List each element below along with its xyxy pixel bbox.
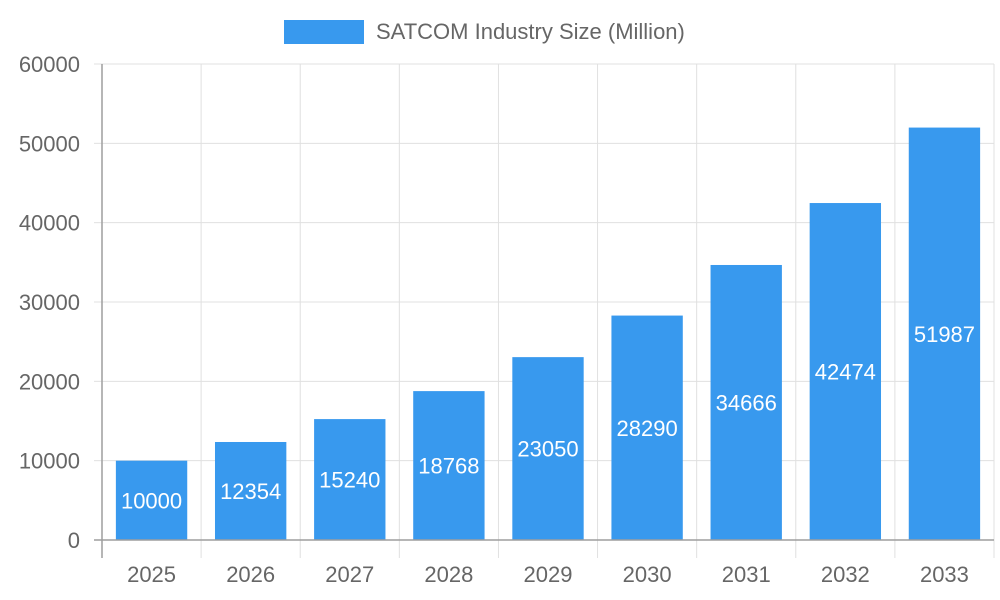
data-label-2032: 42474 <box>815 360 876 385</box>
x-tick-label-2031: 2031 <box>722 562 771 587</box>
data-label-2030: 28290 <box>617 416 678 441</box>
y-tick-label: 40000 <box>19 211 80 236</box>
data-label-2027: 15240 <box>319 468 380 493</box>
data-label-2031: 34666 <box>716 390 777 415</box>
y-tick-label: 60000 <box>19 52 80 77</box>
x-tick-label-2029: 2029 <box>524 562 573 587</box>
bar-2030[interactable] <box>611 315 683 540</box>
x-tick-label-2026: 2026 <box>226 562 275 587</box>
y-tick-label: 0 <box>68 528 80 553</box>
grid-layer <box>94 63 995 558</box>
x-tick-label-2030: 2030 <box>623 562 672 587</box>
y-tick-label: 30000 <box>19 290 80 315</box>
bars-layer <box>115 127 981 541</box>
y-tick-label: 20000 <box>19 369 80 394</box>
x-tick-label-2027: 2027 <box>325 562 374 587</box>
data-label-2028: 18768 <box>418 454 479 479</box>
data-label-2033: 51987 <box>914 322 975 347</box>
legend-swatch[interactable] <box>284 20 364 44</box>
x-tick-label-2025: 2025 <box>127 562 176 587</box>
bar-2031[interactable] <box>710 264 782 540</box>
y-tick-label: 50000 <box>19 131 80 156</box>
bar-2032[interactable] <box>809 203 882 540</box>
data-label-2026: 12354 <box>220 479 281 504</box>
x-tick-label-2032: 2032 <box>821 562 870 587</box>
x-tick-label-2033: 2033 <box>920 562 969 587</box>
bar-2025[interactable] <box>115 460 188 540</box>
data-label-2025: 10000 <box>121 488 182 513</box>
x-tick-label-2028: 2028 <box>424 562 473 587</box>
bar-2033[interactable] <box>908 127 981 541</box>
bar-2029[interactable] <box>512 357 584 540</box>
bar-2026[interactable] <box>214 441 287 540</box>
bar-2027[interactable] <box>314 419 386 540</box>
data-labels: 10000 12354 15240 18768 23050 28290 34666 42474… <box>121 322 975 514</box>
legend-label[interactable]: SATCOM Industry Size (Million) <box>376 19 685 44</box>
data-label-2029: 23050 <box>517 437 578 462</box>
y-tick-labels: 0 10000 20000 30000 40000 50000 60000 <box>19 52 80 553</box>
x-tick-labels: 2025 2026 2027 2028 2029 2030 2031 2032 2033 <box>127 562 969 587</box>
axis-layer <box>94 64 994 558</box>
y-tick-label: 10000 <box>19 449 80 474</box>
legend[interactable]: SATCOM Industry Size (Million) <box>284 19 685 44</box>
bar-2028[interactable] <box>413 391 485 540</box>
